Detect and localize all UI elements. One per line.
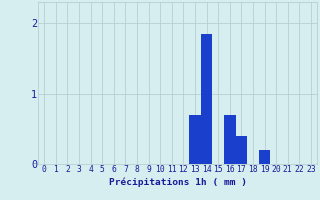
X-axis label: Précipitations 1h ( mm ): Précipitations 1h ( mm ) [108,177,247,187]
Bar [259,150,270,164]
Bar [189,115,201,164]
Bar [224,115,236,164]
Bar [201,34,212,164]
Bar [236,136,247,164]
